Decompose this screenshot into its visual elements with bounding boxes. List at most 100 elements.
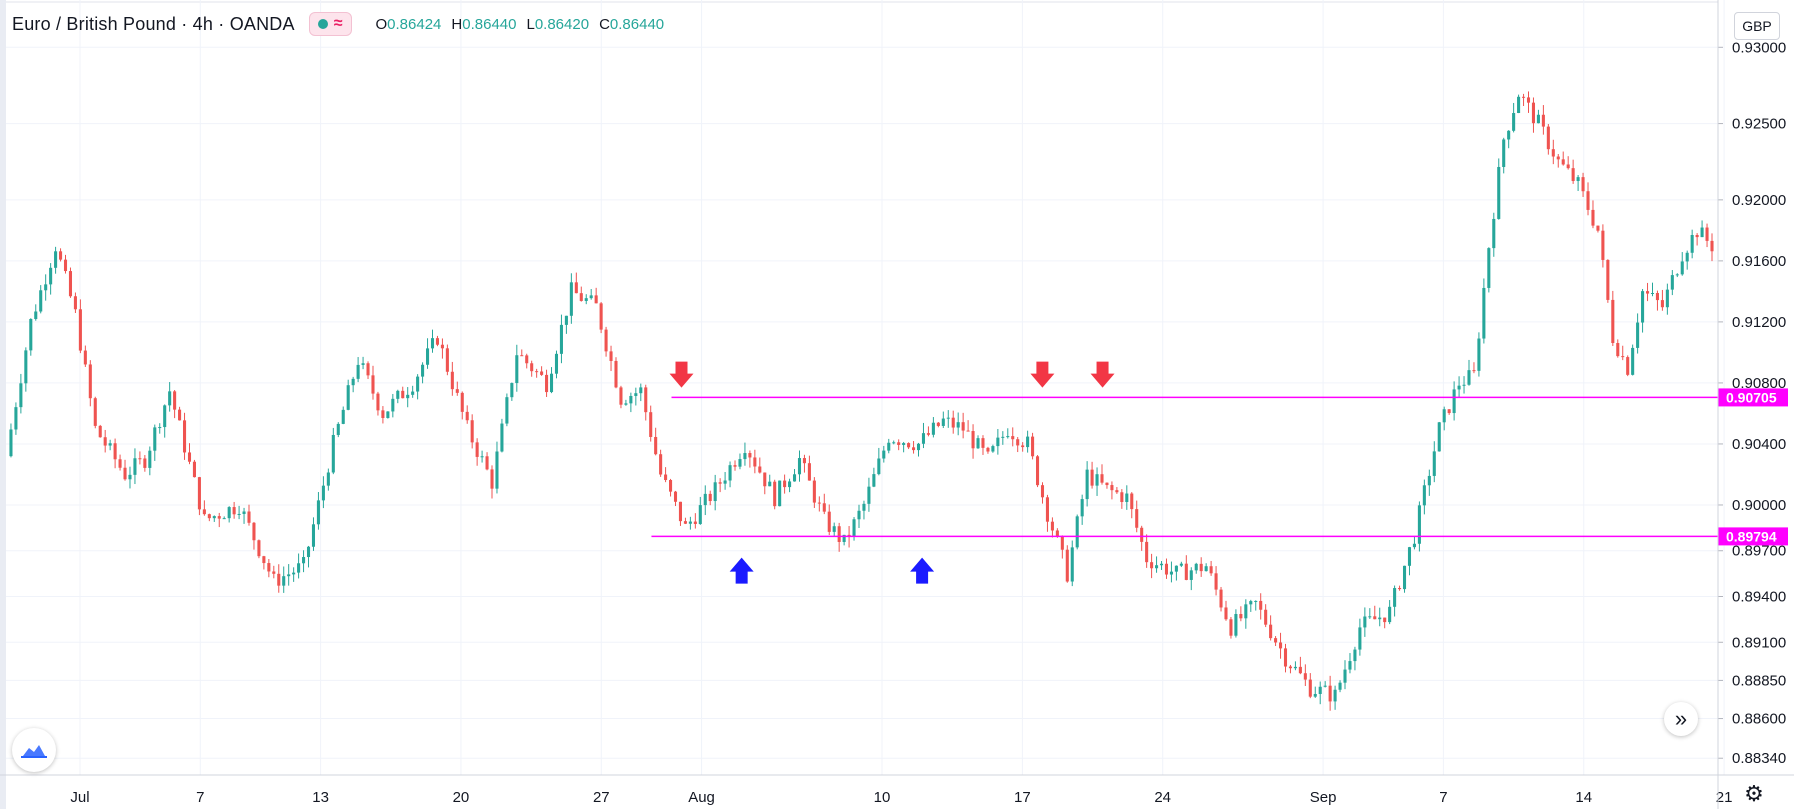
candle-body[interactable]: [1412, 543, 1416, 548]
candle-body[interactable]: [386, 411, 390, 419]
candle-body[interactable]: [931, 422, 935, 435]
candle-body[interactable]: [247, 511, 251, 523]
candle-body[interactable]: [1219, 589, 1223, 608]
candle-body[interactable]: [976, 438, 980, 449]
candle-body[interactable]: [946, 417, 950, 419]
candle-body[interactable]: [24, 350, 28, 384]
candle-body[interactable]: [530, 363, 534, 372]
candle-body[interactable]: [68, 271, 73, 297]
candle-body[interactable]: [1194, 563, 1198, 571]
candle-body[interactable]: [1477, 338, 1481, 371]
candle-body[interactable]: [515, 355, 519, 384]
arrow-down-icon[interactable]: [1090, 361, 1115, 388]
candle-body[interactable]: [604, 329, 608, 352]
candle-body[interactable]: [222, 518, 226, 520]
candle-body[interactable]: [1353, 649, 1357, 662]
candle-body[interactable]: [1561, 159, 1565, 165]
candle-body[interactable]: [971, 431, 975, 449]
candle-body[interactable]: [1060, 536, 1064, 550]
candle-body[interactable]: [683, 521, 687, 524]
candle-body[interactable]: [1606, 259, 1610, 300]
candle-body[interactable]: [778, 480, 782, 507]
candle-body[interactable]: [192, 461, 196, 478]
candle-body[interactable]: [703, 493, 707, 506]
candle-body[interactable]: [862, 503, 866, 511]
candle-body[interactable]: [589, 295, 593, 299]
candle-body[interactable]: [902, 443, 906, 445]
candle-body[interactable]: [1095, 474, 1099, 486]
candle-body[interactable]: [435, 338, 439, 345]
candle-body[interactable]: [1700, 227, 1704, 238]
candle-body[interactable]: [153, 427, 157, 451]
candle-body[interactable]: [1050, 521, 1054, 531]
candle-body[interactable]: [559, 324, 563, 354]
candle-body[interactable]: [421, 364, 425, 377]
candle-body[interactable]: [455, 389, 459, 393]
candle-body[interactable]: [366, 363, 370, 376]
candle-body[interactable]: [1512, 113, 1516, 131]
candle-body[interactable]: [128, 474, 132, 480]
gear-icon[interactable]: ⚙: [1744, 781, 1764, 806]
candle-body[interactable]: [892, 442, 896, 444]
candle-body[interactable]: [1199, 563, 1203, 572]
candle-body[interactable]: [346, 385, 350, 410]
candle-body[interactable]: [520, 355, 524, 357]
candle-body[interactable]: [926, 433, 930, 435]
candle-body[interactable]: [1055, 530, 1059, 537]
candle-body[interactable]: [1145, 541, 1149, 563]
candle-body[interactable]: [1040, 485, 1045, 498]
candle-body[interactable]: [1660, 300, 1664, 308]
candle-body[interactable]: [1487, 248, 1491, 288]
candle-body[interactable]: [1140, 527, 1144, 542]
candle-body[interactable]: [1581, 177, 1585, 192]
candle-body[interactable]: [1665, 289, 1669, 308]
candle-body[interactable]: [1001, 436, 1005, 438]
candle-body[interactable]: [450, 371, 454, 390]
candle-body[interactable]: [1645, 291, 1650, 294]
candle-body[interactable]: [1288, 666, 1292, 669]
candle-body[interactable]: [1125, 493, 1129, 503]
candle-body[interactable]: [807, 463, 811, 481]
candle-body[interactable]: [788, 481, 792, 488]
candle-body[interactable]: [39, 290, 43, 312]
candle-body[interactable]: [673, 491, 678, 502]
candle-body[interactable]: [1502, 139, 1506, 167]
candle-body[interactable]: [371, 375, 375, 394]
candle-body[interactable]: [1517, 96, 1521, 114]
candle-body[interactable]: [1546, 126, 1550, 150]
candle-body[interactable]: [1229, 619, 1233, 636]
tradingview-cloud-icon[interactable]: [12, 728, 56, 772]
candle-body[interactable]: [1070, 547, 1074, 582]
candle-body[interactable]: [1234, 614, 1238, 636]
candle-body[interactable]: [440, 344, 444, 349]
candle-body[interactable]: [1016, 439, 1020, 446]
candle-body[interactable]: [83, 350, 87, 365]
candle-body[interactable]: [1383, 617, 1387, 623]
candle-body[interactable]: [1522, 96, 1526, 98]
candle-body[interactable]: [1675, 274, 1679, 276]
candle-body[interactable]: [143, 458, 147, 468]
candle-body[interactable]: [1373, 616, 1377, 620]
candle-body[interactable]: [416, 376, 420, 392]
candle-body[interactable]: [1045, 497, 1049, 522]
candle-body[interactable]: [306, 546, 311, 558]
candle-body[interactable]: [73, 296, 77, 310]
candle-body[interactable]: [1482, 287, 1486, 339]
candle-body[interactable]: [59, 251, 63, 260]
candle-body[interactable]: [535, 371, 539, 373]
candle-body[interactable]: [1690, 235, 1694, 253]
candle-body[interactable]: [485, 456, 489, 470]
candle-body[interactable]: [321, 485, 325, 501]
candle-body[interactable]: [49, 267, 53, 285]
candle-body[interactable]: [951, 417, 955, 428]
candle-body[interactable]: [1402, 565, 1407, 590]
candle-body[interactable]: [1626, 357, 1630, 375]
candle-body[interactable]: [624, 403, 628, 405]
candle-body[interactable]: [659, 454, 663, 475]
candle-body[interactable]: [1437, 422, 1441, 452]
candle-body[interactable]: [713, 482, 717, 502]
candle-body[interactable]: [1710, 240, 1714, 252]
candle-body[interactable]: [396, 390, 400, 399]
arrow-up-icon[interactable]: [729, 557, 754, 584]
